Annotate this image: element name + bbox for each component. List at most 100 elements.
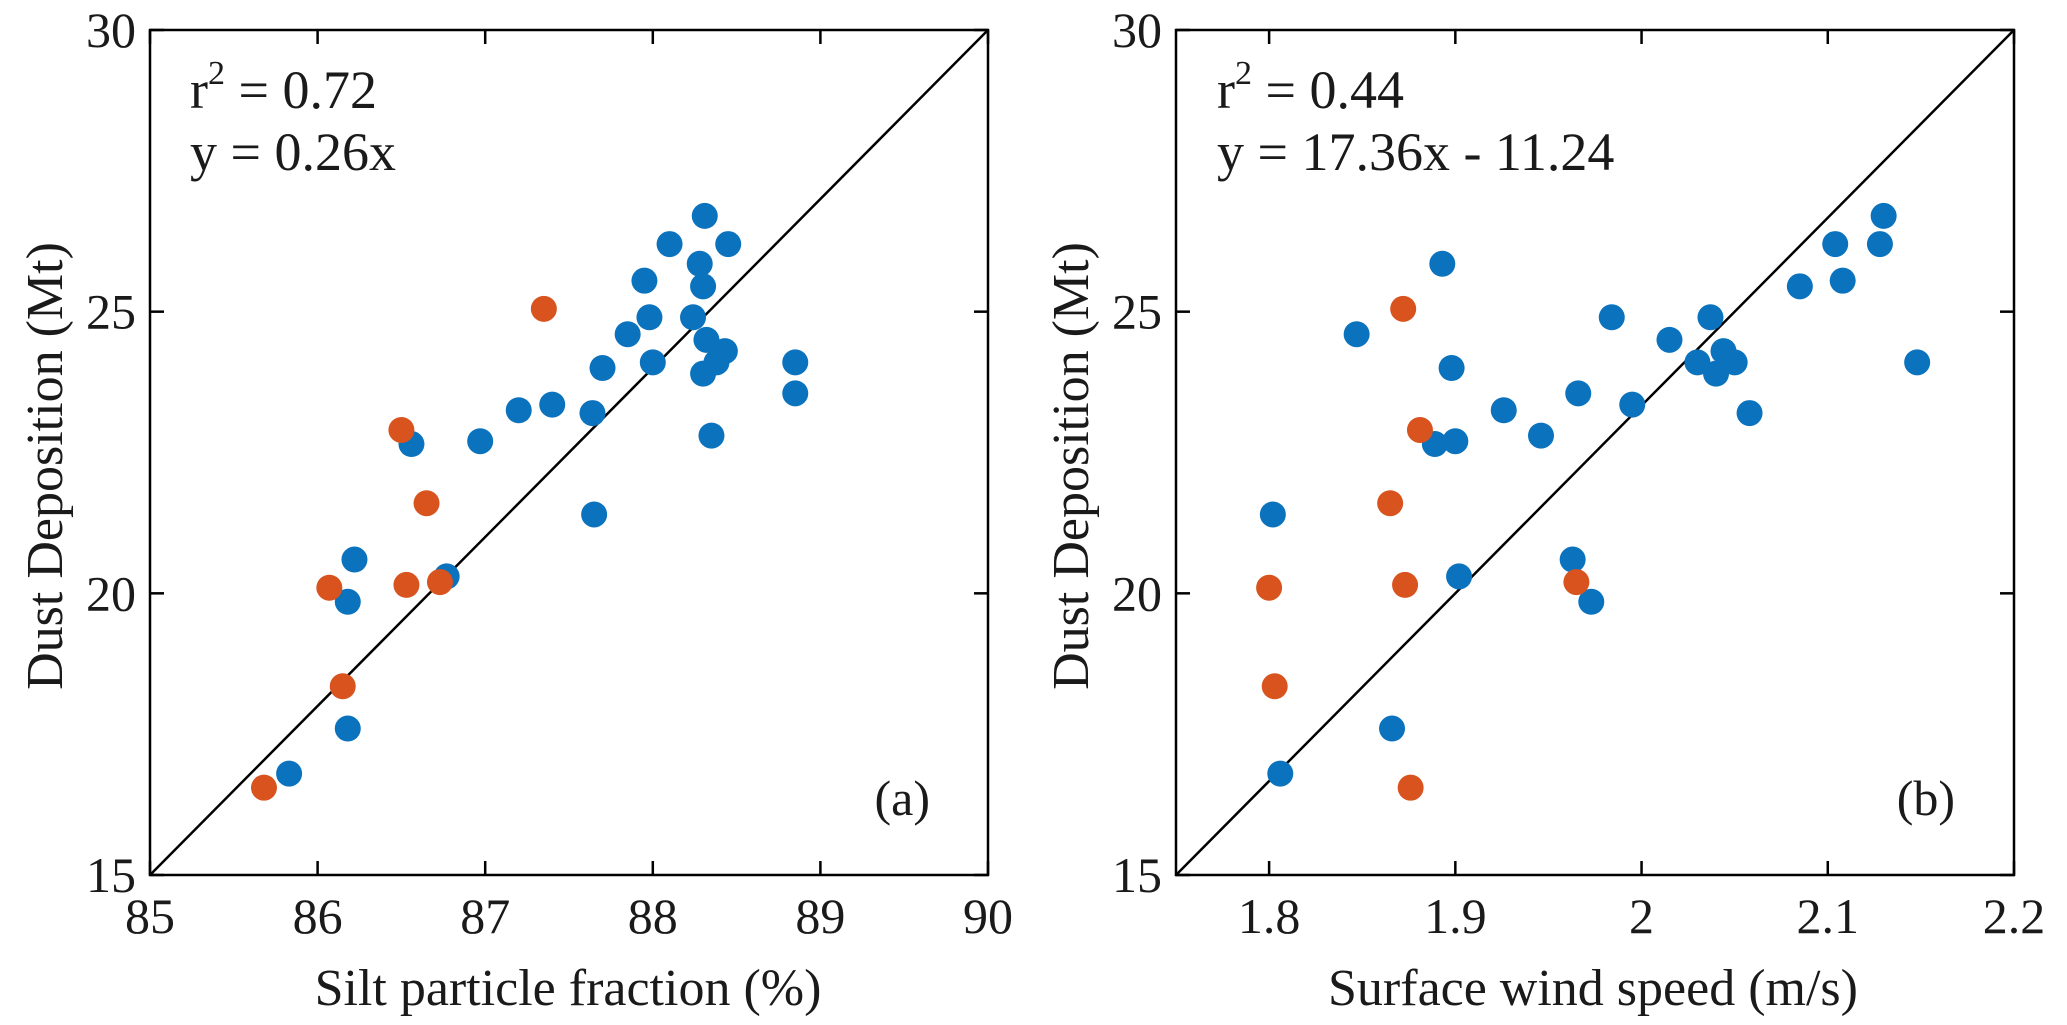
x-tick-label-b: 2.1: [1797, 888, 1860, 944]
data-point-blue-b: [1736, 400, 1763, 427]
y-tick-label-a: 20: [86, 565, 136, 621]
panel-a: r2 = 0.72 y = 0.26x (a) Silt particle fr…: [17, 2, 1013, 1017]
data-point-blue-a: [467, 428, 494, 455]
data-point-blue-a: [581, 501, 608, 528]
data-point-blue-b: [1904, 349, 1931, 376]
data-point-blue-b: [1870, 202, 1897, 229]
data-point-orange-b: [1377, 490, 1404, 517]
data-point-blue-b: [1866, 231, 1893, 258]
y-tick-label-a: 15: [86, 847, 136, 903]
data-point-blue-a: [579, 400, 606, 427]
data-point-blue-b: [1429, 250, 1456, 277]
data-point-blue-a: [782, 380, 809, 407]
data-point-blue-a: [639, 349, 666, 376]
panel-b: r2 = 0.44 y = 17.36x - 11.24 (b) Surface…: [1043, 2, 2045, 1017]
data-point-blue-b: [1822, 231, 1849, 258]
x-tick-label-b: 1.8: [1238, 888, 1301, 944]
data-point-orange-a: [316, 574, 343, 601]
data-point-blue-a: [715, 231, 742, 258]
data-point-orange-b: [1390, 295, 1417, 322]
y-tick-label-a: 30: [86, 2, 136, 58]
x-axis-title-a: Silt particle fraction (%): [315, 960, 822, 1017]
data-point-blue-b: [1656, 326, 1683, 353]
x-tick-label-a: 87: [460, 888, 510, 944]
data-point-blue-b: [1578, 588, 1605, 615]
data-point-blue-a: [690, 273, 717, 300]
data-point-blue-b: [1703, 360, 1730, 387]
plot-frame-a: [148, 28, 990, 877]
data-point-blue-a: [505, 397, 532, 424]
regression-equation-a: y = 0.26x: [190, 122, 396, 182]
data-point-blue-a: [539, 391, 566, 418]
y-tick-label-b: 25: [1112, 284, 1162, 340]
data-point-orange-a: [530, 295, 557, 322]
data-point-blue-b: [1697, 304, 1724, 331]
r-squared-annotation-a: r2 = 0.72: [190, 55, 377, 120]
x-tick-label-a: 85: [125, 888, 175, 944]
data-point-blue-b: [1343, 321, 1370, 348]
data-point-orange-b: [1392, 571, 1419, 598]
data-point-orange-a: [250, 774, 277, 801]
y-axis-title-b: Dust Deposition (Mt): [1043, 242, 1100, 690]
y-tick-label-b: 30: [1112, 2, 1162, 58]
data-point-orange-a: [426, 569, 453, 596]
panel-label-b: (b): [1897, 770, 1955, 826]
data-point-blue-a: [614, 321, 641, 348]
x-axis-title-b: Surface wind speed (m/s): [1328, 960, 1858, 1017]
data-point-blue-b: [1527, 422, 1554, 449]
data-point-blue-b: [1438, 355, 1465, 381]
reference-line-b: [1175, 29, 2015, 876]
data-point-orange-a: [388, 416, 415, 443]
data-point-blue-b: [1829, 267, 1856, 294]
data-point-orange-a: [413, 490, 440, 517]
data-point-blue-b: [1684, 349, 1711, 376]
data-point-blue-b: [1259, 501, 1286, 528]
data-point-blue-b: [1267, 760, 1294, 787]
data-point-blue-b: [1446, 563, 1473, 590]
data-point-blue-a: [711, 338, 738, 365]
data-point-blue-b: [1786, 273, 1813, 300]
data-point-blue-a: [782, 349, 809, 376]
data-point-orange-b: [1563, 569, 1590, 596]
data-point-blue-a: [341, 546, 368, 573]
data-point-blue-b: [1565, 380, 1592, 407]
y-tick-label-a: 25: [86, 284, 136, 340]
data-point-orange-a: [329, 673, 356, 700]
data-point-blue-b: [1619, 391, 1646, 418]
x-tick-label-a: 89: [795, 888, 845, 944]
y-tick-label-b: 15: [1112, 847, 1162, 903]
data-point-orange-a: [393, 571, 420, 598]
data-point-orange-b: [1397, 774, 1424, 801]
regression-equation-b: y = 17.36x - 11.24: [1217, 122, 1614, 182]
data-point-blue-a: [698, 422, 725, 449]
data-point-blue-b: [1490, 397, 1517, 424]
x-tick-label-a: 88: [628, 888, 678, 944]
data-point-blue-b: [1721, 349, 1748, 376]
x-tick-label-a: 90: [963, 888, 1013, 944]
x-tick-label-b: 2.2: [1983, 888, 2046, 944]
data-point-blue-b: [1379, 715, 1406, 742]
data-point-blue-a: [334, 588, 361, 615]
data-point-orange-b: [1406, 416, 1433, 443]
panel-label-a: (a): [875, 770, 931, 826]
data-point-orange-b: [1261, 673, 1288, 700]
y-axis-title-a: Dust Deposition (Mt): [17, 242, 74, 690]
data-point-orange-b: [1256, 574, 1283, 601]
data-point-blue-a: [276, 760, 303, 787]
x-tick-label-b: 1.9: [1424, 888, 1487, 944]
data-point-blue-a: [680, 304, 707, 331]
data-point-blue-a: [334, 715, 361, 742]
data-point-blue-a: [631, 267, 658, 294]
data-point-blue-a: [589, 355, 616, 381]
data-point-blue-a: [656, 231, 683, 258]
x-tick-label-b: 2: [1629, 888, 1654, 944]
data-point-blue-a: [636, 304, 663, 331]
reference-line-a: [149, 29, 989, 876]
y-tick-label-b: 20: [1112, 565, 1162, 621]
x-tick-label-a: 86: [293, 888, 343, 944]
data-point-blue-a: [691, 202, 718, 229]
data-point-blue-b: [1559, 546, 1586, 573]
r-squared-annotation-b: r2 = 0.44: [1217, 55, 1404, 120]
plot-frame-b: [1174, 28, 2016, 877]
